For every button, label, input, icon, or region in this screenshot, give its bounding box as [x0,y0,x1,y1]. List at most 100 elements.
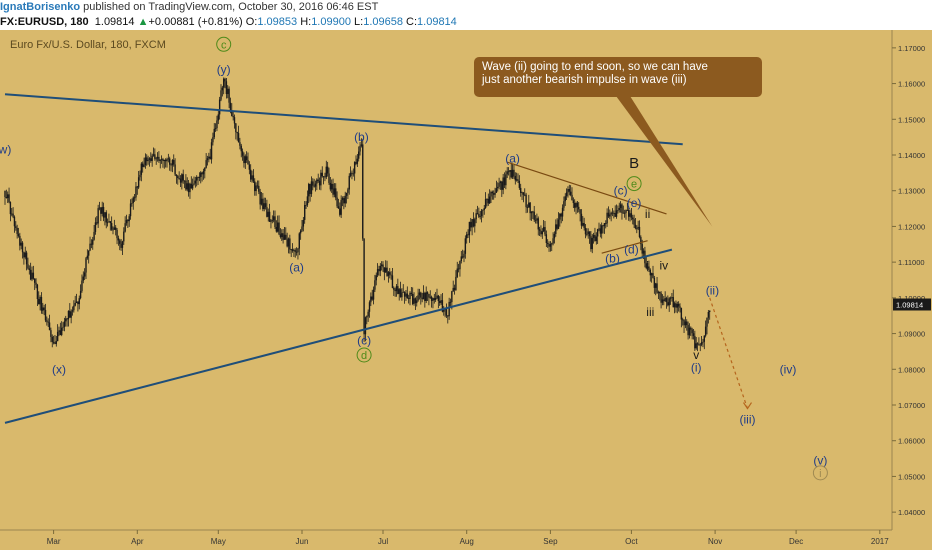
candle-body [213,128,215,138]
time-tick-label: Nov [708,537,722,546]
candle-body [706,317,708,327]
current-price-tag [893,298,931,311]
candle-body [233,117,236,124]
candle-body [154,154,156,159]
candle-body [200,172,202,177]
candle-body [399,289,402,298]
candle-body [547,242,549,244]
candle-body [305,204,307,206]
candle-body [245,156,248,161]
candle-body [605,223,607,224]
candle-body [385,267,387,273]
candle-body [495,188,498,193]
candle-body [673,303,676,308]
candle-body [448,301,450,317]
candle-body [32,272,35,279]
symbol-label: FX:EURUSD, 180 [0,16,89,28]
candle-body [595,236,597,241]
candle-body [405,293,407,297]
candle-body [378,269,380,272]
candle-body [240,145,242,152]
candle-body [160,158,163,160]
price-change: +0.00881 (+0.81%) [148,16,243,28]
candle-body [272,216,275,221]
candle-body [333,188,336,195]
price-ticks-group: 1.17000 1.16000 1.15000 1.14000 1.13000 1.120… [892,44,931,517]
candle-body [174,164,176,175]
candle-body [171,160,174,166]
candle-body [478,214,480,217]
candle-body [497,186,499,189]
candle-body [51,336,53,342]
candle-body [250,169,252,180]
candle-body [155,158,157,160]
candle-body [370,296,372,303]
candle-body [425,292,427,301]
candle-body [223,78,225,88]
candle-body [189,183,191,193]
candle-body [282,233,284,240]
author-link[interactable]: IgnatBorisenko [0,1,81,13]
candle-body [499,181,502,184]
candle-body [148,158,151,160]
candle-body [224,78,226,82]
candle-body [661,299,664,303]
candle-body [657,292,660,293]
candle-body [686,321,688,326]
candle-body [56,331,59,342]
wave-circle [356,347,372,363]
candle-body [24,252,26,258]
candle-body [139,174,141,178]
wave-label: w) [0,143,11,157]
candle-body [55,341,57,344]
candle-body [170,164,172,166]
candle-body [181,174,183,183]
candle-body [569,191,572,195]
candle-body [331,183,333,190]
candle-body [389,272,391,275]
candle-body [376,269,379,276]
wave-circle [216,36,232,52]
candle-body [406,293,408,299]
wave-label: (iii) [740,412,756,426]
candle-body [106,222,109,224]
candle-body [89,243,91,251]
candle-body [151,155,153,161]
candle-body [320,172,322,186]
candle-body [607,212,610,217]
candle-body [268,211,271,222]
candle-body [36,284,39,300]
candle-body [507,171,510,173]
candle-body [297,248,299,253]
candle-body [424,292,426,301]
candle-body [704,326,707,336]
candle-body [464,238,467,254]
candle-body [653,277,656,288]
candle-body [214,128,217,129]
candle-body [239,142,241,146]
candle-body [321,172,323,177]
up-arrow-icon: ▲ [137,16,149,28]
candle-body [549,244,552,247]
price-tick-label: 1.12000 [898,222,925,231]
candle-body [584,227,587,235]
candle-body [290,249,292,251]
candle-body [506,171,508,175]
candle-body [437,295,440,302]
candle-body [61,327,63,335]
candle-body [501,181,503,190]
candle-body [267,211,269,217]
candle-body [371,296,373,300]
candle-body [112,229,114,231]
candle-body [198,176,201,178]
candle-body [295,251,298,253]
candle-body [696,343,699,345]
candle-body [339,208,341,215]
candle-body [498,183,500,187]
price-chart[interactable]: Euro Fx/U.S. Dollar, 180, FXCM w) (x) (y) c… [0,30,932,550]
candle-body [96,222,98,224]
candle-body [537,218,539,230]
candle-body [12,213,14,217]
candle-body [375,275,377,281]
candle-body [13,216,16,227]
